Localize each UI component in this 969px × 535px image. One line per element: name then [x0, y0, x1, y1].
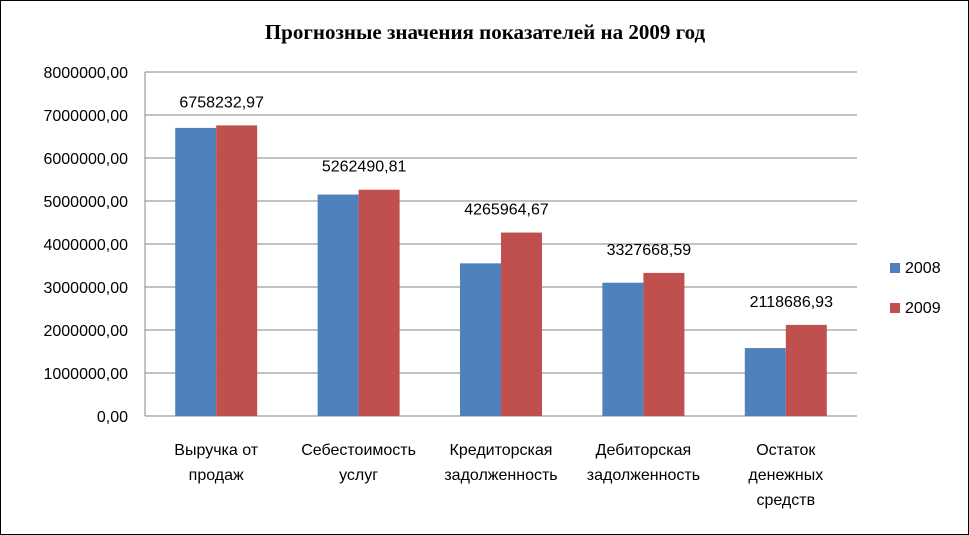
bar-2008	[744, 348, 786, 416]
category-labels: Выручка от продаж Себестоимость услуг Кредит…	[174, 442, 823, 509]
category-label: Выручка от	[174, 442, 258, 459]
bar-2008	[460, 263, 501, 416]
y-tick-label: 6000000,00	[43, 151, 128, 168]
y-tick-label: 8000000,00	[43, 65, 128, 82]
category-label: Кредиторская	[450, 442, 553, 459]
bar-2009	[501, 232, 542, 416]
category-label: задолженность	[587, 467, 700, 484]
y-tick-label: 5000000,00	[43, 194, 128, 211]
category-label: Себестоимость	[301, 442, 416, 459]
y-tick-label: 0,00	[97, 409, 128, 426]
y-tick-label: 2000000,00	[43, 323, 128, 340]
bar-2008	[175, 127, 217, 417]
data-label: 2118686,93	[750, 294, 833, 311]
data-label: 5262490,81	[322, 159, 407, 176]
bar-2009	[358, 189, 400, 416]
data-labels: 6758232,97 5262490,81 4265964,67 3327668,59…	[179, 94, 833, 311]
bar-2009	[216, 125, 258, 416]
y-axis-ticks: 0,00 1000000,00 2000000,00 3000000,00 400000…	[43, 65, 128, 426]
legend-label: 2009	[905, 300, 941, 317]
y-tick-label: 7000000,00	[43, 108, 128, 125]
category-label: задолженность	[444, 467, 557, 484]
data-label: 3327668,59	[607, 242, 692, 259]
y-tick-label: 3000000,00	[43, 280, 128, 297]
bar-2009	[785, 324, 827, 416]
legend: 2008 2009	[890, 260, 941, 317]
data-label: 6758232,97	[179, 94, 264, 111]
legend-swatch-2009	[890, 303, 900, 313]
category-label: Остаток	[756, 442, 816, 459]
y-tick-label: 4000000,00	[43, 237, 128, 254]
bar-2009	[643, 272, 685, 416]
category-label: продаж	[189, 467, 244, 484]
bar-2008	[317, 194, 359, 416]
bars	[175, 125, 827, 417]
bar-2008	[602, 282, 644, 416]
legend-label: 2008	[905, 260, 941, 277]
category-label: услуг	[339, 467, 378, 484]
category-label: денежных	[748, 467, 823, 484]
chart-title: Прогнозные значения показателей на 2009 …	[265, 20, 706, 44]
category-label: средств	[756, 492, 815, 509]
category-label: Дебиторская	[596, 442, 692, 459]
data-label: 4265964,67	[464, 202, 549, 219]
y-tick-label: 1000000,00	[43, 366, 128, 383]
legend-swatch-2008	[890, 263, 900, 273]
